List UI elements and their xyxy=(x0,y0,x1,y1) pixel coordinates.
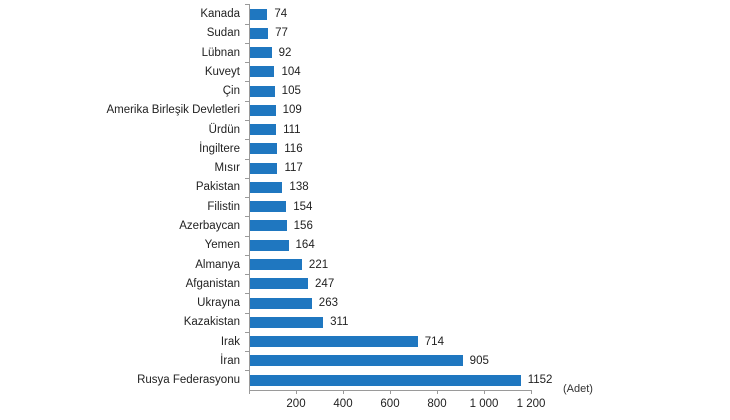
category-label: Pakistan xyxy=(195,181,240,194)
y-axis-tick xyxy=(245,100,249,102)
value-label: 77 xyxy=(275,27,288,40)
value-label: 1152 xyxy=(527,374,553,387)
y-axis-tick xyxy=(245,312,249,314)
category-label: Irak xyxy=(220,335,240,348)
category-label: Azerbaycan xyxy=(179,219,240,232)
y-axis-tick xyxy=(245,235,249,237)
category-label: Kazakistan xyxy=(183,316,240,329)
bar xyxy=(250,85,275,97)
y-axis-tick xyxy=(245,370,249,372)
bar xyxy=(250,239,289,251)
x-axis-tick-label: 400 xyxy=(333,398,353,410)
x-axis-tick-label: 1 200 xyxy=(516,398,546,410)
value-label: 111 xyxy=(283,123,301,136)
y-axis-tick xyxy=(245,4,249,6)
category-label: Ukrayna xyxy=(197,297,240,310)
value-label: 104 xyxy=(281,65,301,78)
y-axis-line xyxy=(249,4,250,390)
x-axis-tick xyxy=(437,390,438,394)
y-axis-tick xyxy=(245,197,249,199)
y-axis-tick xyxy=(245,62,249,64)
bar xyxy=(250,181,283,193)
y-axis-tick xyxy=(245,42,249,44)
category-label: Yemen xyxy=(204,239,240,252)
bar xyxy=(250,297,312,309)
x-axis-tick xyxy=(343,390,344,394)
x-axis-tick xyxy=(531,390,532,394)
value-label: 74 xyxy=(274,8,288,20)
bar xyxy=(250,374,521,386)
x-axis-tick-label: 200 xyxy=(286,398,306,410)
x-axis-tick xyxy=(296,390,297,394)
value-label: 263 xyxy=(318,297,338,310)
value-label: 109 xyxy=(282,104,302,117)
bar xyxy=(250,8,268,20)
bar xyxy=(250,47,272,59)
value-label: 164 xyxy=(295,239,315,252)
category-label: İngiltere xyxy=(199,142,240,155)
value-label: 92 xyxy=(278,46,292,59)
y-axis-tick xyxy=(245,293,249,295)
value-label: 714 xyxy=(424,335,444,348)
category-label: Çin xyxy=(222,85,240,98)
y-axis-tick xyxy=(245,274,249,276)
bar xyxy=(250,66,275,78)
bar xyxy=(250,27,269,39)
category-label: Filistin xyxy=(207,200,240,213)
category-label: Kanada xyxy=(200,8,240,20)
value-label: 905 xyxy=(469,354,489,367)
bar xyxy=(250,143,278,155)
x-axis-tick xyxy=(484,390,485,394)
x-axis-tick-label: 800 xyxy=(427,398,447,410)
category-label: Lübnan xyxy=(201,46,240,59)
y-axis-tick xyxy=(245,216,249,218)
y-axis-tick xyxy=(245,81,249,83)
y-axis-tick xyxy=(245,158,249,160)
category-label: Mısır xyxy=(214,162,240,175)
y-axis-tick xyxy=(245,139,249,141)
value-label: 156 xyxy=(293,219,313,232)
x-axis-tick-label: 1 000 xyxy=(469,398,499,410)
value-label: 138 xyxy=(289,181,309,194)
y-axis-tick xyxy=(245,119,249,121)
bar xyxy=(250,220,287,232)
value-label: 247 xyxy=(315,277,335,290)
category-label: Rusya Federasyonu xyxy=(137,374,240,387)
bar xyxy=(250,316,324,328)
y-axis-tick xyxy=(245,23,249,25)
value-label: 311 xyxy=(330,316,349,329)
category-label: Afganistan xyxy=(185,277,240,290)
bar xyxy=(250,336,418,348)
x-axis-tick-label: 600 xyxy=(380,398,400,410)
value-label: 117 xyxy=(284,162,303,175)
x-axis-tick xyxy=(249,390,250,394)
x-axis-unit-label: (Adet) xyxy=(563,383,593,395)
category-label: Kuveyt xyxy=(204,65,240,78)
value-label: 221 xyxy=(308,258,329,271)
category-label: Almanya xyxy=(195,258,240,271)
bar xyxy=(250,104,276,116)
category-label: İran xyxy=(220,354,240,367)
bar xyxy=(250,278,309,290)
bar xyxy=(250,124,277,136)
value-label: 154 xyxy=(293,200,313,213)
bar xyxy=(250,201,287,213)
bar xyxy=(250,355,463,367)
bar xyxy=(250,162,278,174)
value-label: 116 xyxy=(284,142,303,155)
y-axis-tick xyxy=(245,351,249,353)
x-axis-tick xyxy=(390,390,391,394)
bar xyxy=(250,259,302,270)
y-axis-tick xyxy=(245,254,249,256)
category-label: Amerika Birleşik Devletleri xyxy=(106,104,240,117)
value-label: 105 xyxy=(281,85,301,98)
y-axis-tick xyxy=(245,177,249,179)
category-label: Ürdün xyxy=(208,123,240,136)
category-label: Sudan xyxy=(206,27,240,40)
y-axis-tick xyxy=(245,331,249,333)
